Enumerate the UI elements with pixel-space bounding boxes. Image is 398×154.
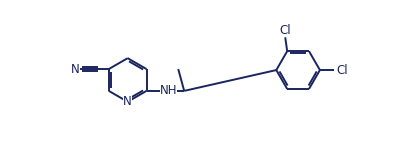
Text: N: N <box>123 95 132 108</box>
Text: Cl: Cl <box>279 24 291 37</box>
Text: NH: NH <box>160 84 177 97</box>
Text: Cl: Cl <box>336 64 347 77</box>
Text: N: N <box>71 63 80 76</box>
